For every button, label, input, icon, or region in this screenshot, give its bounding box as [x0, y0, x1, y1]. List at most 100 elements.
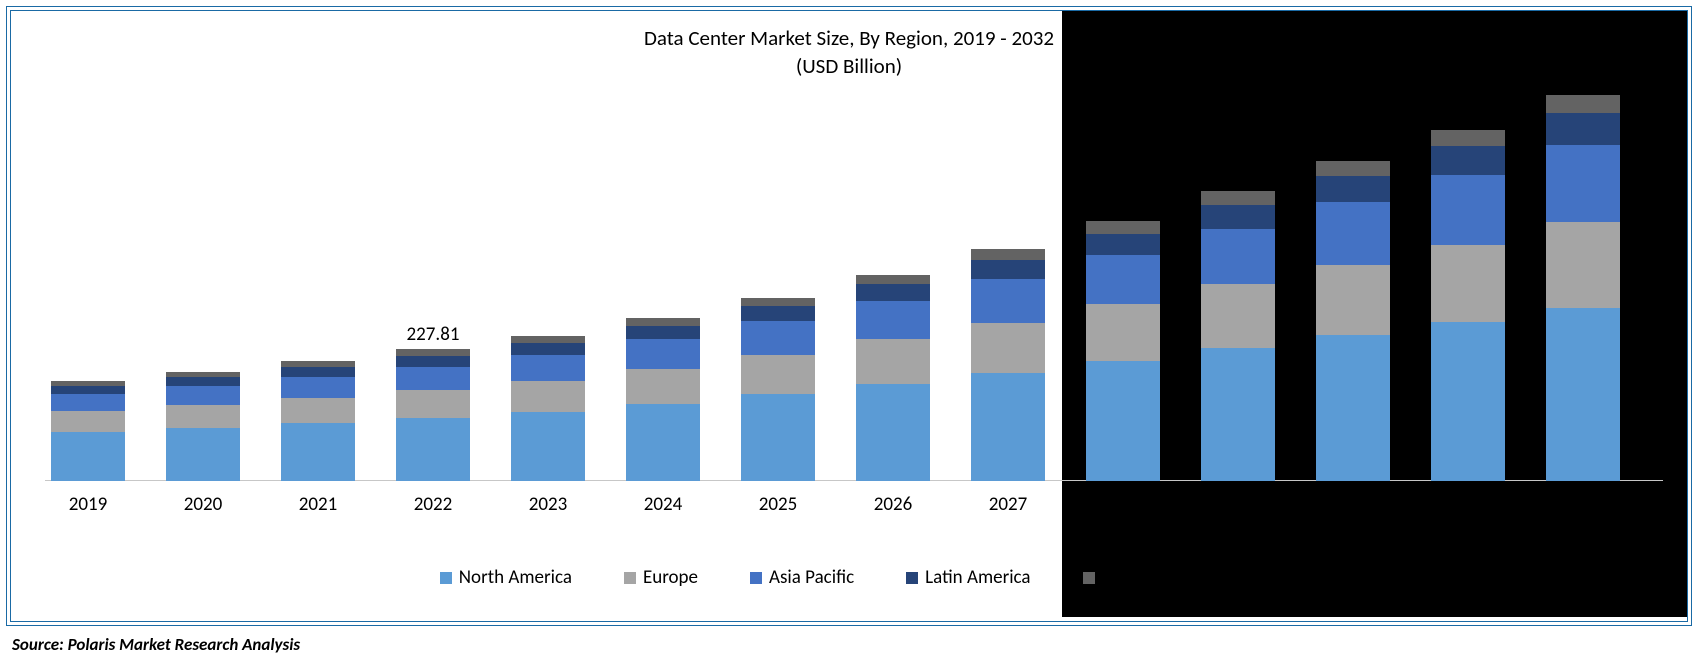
chart-outer-frame: Data Center Market Size, By Region, 2019… — [6, 6, 1692, 626]
x-axis: 2019202020212022202320242025202620272028… — [45, 493, 1663, 523]
segment-asia_pacific — [166, 386, 240, 405]
segment-europe — [396, 390, 470, 418]
segment-latin_america — [281, 367, 355, 377]
segment-north_america — [166, 428, 240, 481]
segment-europe — [281, 398, 355, 423]
x-tick-label: 2023 — [529, 493, 568, 516]
segment-europe — [1086, 304, 1160, 361]
legend-label: Middle East & Africa — [1102, 566, 1259, 589]
segment-mea — [396, 349, 470, 356]
x-tick-label: 2022 — [414, 493, 453, 516]
segment-north_america — [1201, 348, 1275, 481]
source-attribution: Source: Polaris Market Research Analysis — [12, 634, 300, 655]
x-tick-label: 2029 — [1219, 493, 1258, 516]
bar-2030 — [1316, 161, 1390, 481]
segment-asia_pacific — [1316, 202, 1390, 264]
segment-asia_pacific — [1546, 145, 1620, 222]
chart-title-line2: (USD Billion) — [11, 53, 1687, 79]
segment-mea — [1086, 221, 1160, 233]
segment-asia_pacific — [856, 301, 930, 339]
segment-europe — [1316, 265, 1390, 336]
segment-mea — [1316, 161, 1390, 176]
segment-asia_pacific — [51, 394, 125, 411]
legend-label: Asia Pacific — [769, 566, 854, 589]
segment-europe — [971, 323, 1045, 373]
segment-asia_pacific — [971, 279, 1045, 322]
segment-mea — [741, 298, 815, 307]
bar-2024 — [626, 318, 700, 481]
segment-europe — [511, 381, 585, 412]
legend-swatch — [1083, 572, 1095, 584]
x-tick-label: 2025 — [759, 493, 798, 516]
segment-latin_america — [1316, 176, 1390, 202]
segment-europe — [166, 405, 240, 428]
chart-title-line1: Data Center Market Size, By Region, 2019… — [11, 25, 1687, 51]
segment-latin_america — [511, 343, 585, 355]
segment-latin_america — [396, 356, 470, 367]
segment-mea — [1546, 95, 1620, 114]
segment-latin_america — [856, 284, 930, 301]
segment-north_america — [396, 418, 470, 481]
segment-north_america — [1316, 335, 1390, 481]
x-tick-label: 2032 — [1564, 493, 1603, 516]
segment-mea — [971, 249, 1045, 260]
chart-title: Data Center Market Size, By Region, 2019… — [11, 25, 1687, 79]
segment-north_america — [1086, 361, 1160, 481]
segment-north_america — [971, 373, 1045, 481]
legend-swatch — [624, 572, 636, 584]
segment-latin_america — [1431, 146, 1505, 175]
legend-item-asia_pacific: Asia Pacific — [750, 566, 854, 589]
legend-item-mea: Middle East & Africa — [1083, 566, 1259, 589]
segment-north_america — [741, 394, 815, 481]
segment-mea — [511, 336, 585, 343]
segment-mea — [856, 275, 930, 285]
segment-europe — [51, 411, 125, 432]
bar-2020 — [166, 372, 240, 481]
segment-europe — [856, 339, 930, 384]
segment-europe — [741, 355, 815, 394]
segment-mea — [1431, 130, 1505, 147]
segment-asia_pacific — [396, 367, 470, 390]
x-tick-label: 2020 — [184, 493, 223, 516]
segment-asia_pacific — [626, 339, 700, 368]
segment-north_america — [281, 423, 355, 481]
segment-latin_america — [51, 386, 125, 394]
legend-item-latin_america: Latin America — [906, 566, 1030, 589]
segment-latin_america — [1086, 234, 1160, 255]
segment-latin_america — [971, 260, 1045, 279]
x-tick-label: 2031 — [1449, 493, 1488, 516]
x-tick-label: 2024 — [644, 493, 683, 516]
segment-north_america — [1546, 308, 1620, 481]
legend-label: Europe — [643, 566, 698, 589]
segment-north_america — [1431, 322, 1505, 481]
legend-swatch — [750, 572, 762, 584]
legend: North America Europe Asia Pacific Latin Ame… — [11, 566, 1687, 589]
x-tick-label: 2021 — [299, 493, 338, 516]
bar-2026 — [856, 275, 930, 481]
x-tick-label: 2019 — [69, 493, 108, 516]
bar-2022 — [396, 349, 470, 481]
segment-north_america — [51, 432, 125, 481]
segment-europe — [626, 369, 700, 404]
segment-north_america — [511, 412, 585, 481]
bar-2027 — [971, 249, 1045, 481]
bar-2029 — [1201, 191, 1275, 481]
legend-label: North America — [459, 566, 572, 589]
segment-europe — [1201, 284, 1275, 348]
segment-asia_pacific — [741, 321, 815, 355]
legend-row: North America Europe Asia Pacific Latin Ame… — [440, 566, 1258, 589]
bar-2019 — [51, 381, 125, 481]
segment-latin_america — [1546, 113, 1620, 145]
chart-inner-frame: Data Center Market Size, By Region, 2019… — [10, 10, 1688, 622]
segment-latin_america — [741, 306, 815, 321]
segment-asia_pacific — [1431, 175, 1505, 244]
x-tick-label: 2030 — [1334, 493, 1373, 516]
bar-2023 — [511, 336, 585, 481]
segment-north_america — [856, 384, 930, 481]
legend-item-north_america: North America — [440, 566, 572, 589]
segment-asia_pacific — [281, 377, 355, 398]
segment-latin_america — [1201, 205, 1275, 229]
segment-europe — [1546, 222, 1620, 308]
bar-2028 — [1086, 221, 1160, 481]
segment-latin_america — [626, 326, 700, 339]
